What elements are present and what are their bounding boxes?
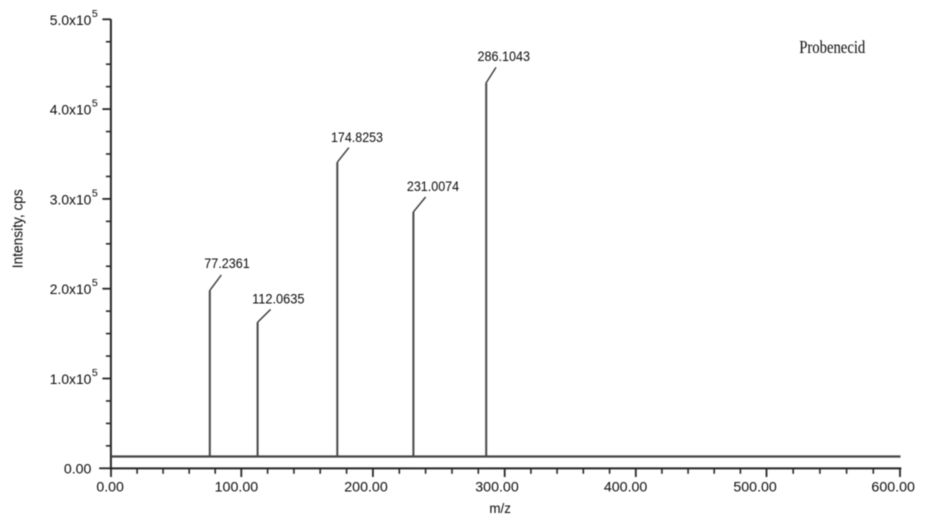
svg-text:5: 5 (92, 278, 98, 289)
svg-text:300.00: 300.00 (475, 479, 519, 495)
svg-text:231.0074: 231.0074 (407, 178, 459, 194)
svg-text:4.0x10: 4.0x10 (50, 102, 92, 118)
svg-text:200.00: 200.00 (344, 479, 388, 495)
svg-text:Probenecid: Probenecid (799, 37, 865, 57)
svg-text:5.0x10: 5.0x10 (50, 12, 92, 28)
svg-text:1.0x10: 1.0x10 (50, 371, 92, 387)
svg-text:174.8253: 174.8253 (331, 129, 383, 145)
svg-text:112.0635: 112.0635 (252, 291, 305, 307)
svg-text:2.0x10: 2.0x10 (50, 281, 92, 297)
svg-text:286.1043: 286.1043 (478, 48, 531, 64)
svg-text:400.00: 400.00 (604, 479, 648, 495)
svg-text:600.00: 600.00 (871, 479, 915, 495)
svg-text:0.00: 0.00 (96, 479, 124, 495)
svg-text:Intensity, cps: Intensity, cps (10, 189, 27, 268)
svg-text:100.00: 100.00 (215, 479, 259, 495)
svg-text:3.0x10: 3.0x10 (50, 191, 92, 207)
svg-text:5: 5 (92, 368, 98, 379)
svg-text:5: 5 (92, 188, 98, 199)
svg-text:5: 5 (92, 9, 98, 20)
svg-text:0.00: 0.00 (64, 460, 92, 476)
svg-text:5: 5 (92, 99, 98, 110)
svg-text:m/z: m/z (489, 500, 511, 516)
svg-text:500.00: 500.00 (733, 479, 777, 495)
svg-text:77.2361: 77.2361 (204, 255, 250, 271)
